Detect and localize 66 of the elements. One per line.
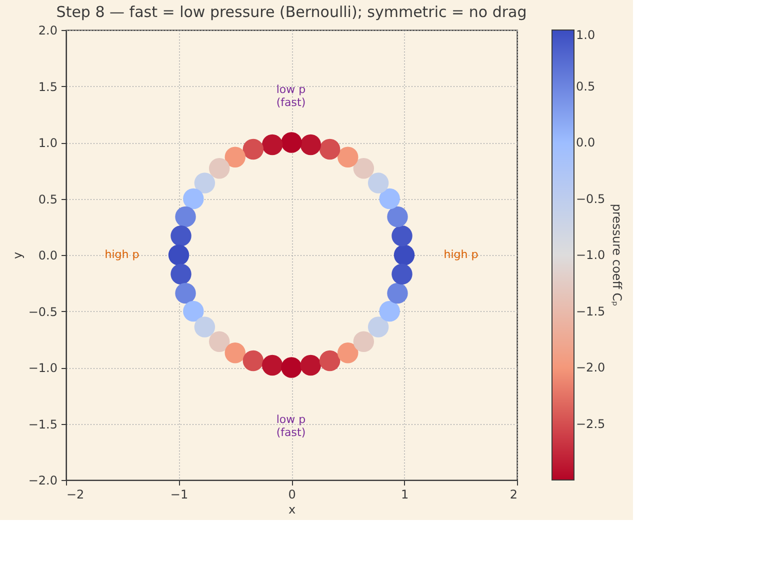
point bbox=[353, 331, 374, 352]
point bbox=[168, 244, 190, 266]
x-tick-label: −1 bbox=[170, 488, 188, 502]
point bbox=[392, 226, 412, 246]
color-bar-label: 0.0 bbox=[576, 136, 596, 150]
y-tick-label: 0.5 bbox=[38, 192, 58, 206]
annotation: high p bbox=[104, 248, 140, 261]
color-bar-label: 1.0 bbox=[576, 28, 596, 42]
point bbox=[368, 316, 389, 338]
point bbox=[379, 300, 400, 322]
y-tick-label: −1.5 bbox=[28, 417, 58, 432]
x-tick-label: 0 bbox=[288, 488, 296, 502]
point bbox=[262, 354, 283, 376]
color-bar-label: 0.5 bbox=[576, 79, 596, 94]
point bbox=[224, 146, 246, 168]
point bbox=[170, 264, 192, 284]
x-tick-label: −2 bbox=[66, 488, 84, 502]
point bbox=[183, 300, 204, 322]
point bbox=[394, 244, 415, 266]
chart-title: Step 8 — fast = low pressure (Bernoulli); symmetric = no drag bbox=[56, 3, 527, 21]
annotation: low p (fast) bbox=[276, 83, 306, 109]
point bbox=[281, 357, 302, 378]
x-tick-label: 1 bbox=[400, 488, 409, 502]
point bbox=[183, 188, 204, 210]
point bbox=[208, 158, 230, 179]
point bbox=[353, 158, 374, 179]
point bbox=[194, 316, 216, 338]
color-bar-label: −1.5 bbox=[576, 304, 606, 318]
x-tick-label: 2 bbox=[510, 488, 518, 502]
y-axis-title: y bbox=[10, 252, 24, 260]
point bbox=[170, 226, 192, 246]
point bbox=[175, 206, 196, 228]
point bbox=[208, 331, 230, 352]
point bbox=[300, 134, 322, 156]
x-axis-title: x bbox=[288, 502, 296, 516]
point bbox=[242, 350, 264, 372]
point bbox=[224, 342, 246, 364]
annotation: low p (fast) bbox=[276, 413, 306, 439]
point bbox=[281, 132, 302, 153]
point bbox=[338, 342, 358, 364]
point bbox=[300, 354, 322, 376]
color-bar-title: pressure coeff Cₚ bbox=[610, 204, 624, 306]
color-bar-label: −2.5 bbox=[576, 416, 606, 431]
point bbox=[194, 172, 216, 194]
y-tick-label: 1.0 bbox=[38, 136, 58, 150]
point bbox=[379, 188, 400, 210]
color-bar-label: −2.0 bbox=[576, 360, 606, 374]
point bbox=[392, 264, 412, 284]
y-tick-label: 0.0 bbox=[38, 248, 58, 262]
y-tick-label: 1.5 bbox=[38, 80, 58, 94]
y-tick-label: −0.5 bbox=[28, 304, 58, 319]
annotation: high p bbox=[444, 248, 478, 261]
point bbox=[319, 138, 340, 160]
point bbox=[338, 146, 358, 168]
point bbox=[368, 172, 389, 194]
point bbox=[262, 134, 283, 156]
y-tick-label: −1.0 bbox=[28, 361, 58, 375]
point bbox=[242, 138, 264, 160]
color-bar-label: −1.0 bbox=[576, 248, 606, 262]
y-tick-label: 2.0 bbox=[38, 24, 58, 38]
point bbox=[175, 282, 196, 304]
point bbox=[387, 206, 408, 228]
color-bar-label: −0.5 bbox=[576, 192, 606, 206]
y-tick-label: −2.0 bbox=[28, 474, 58, 488]
point bbox=[319, 350, 340, 372]
point bbox=[387, 282, 408, 304]
